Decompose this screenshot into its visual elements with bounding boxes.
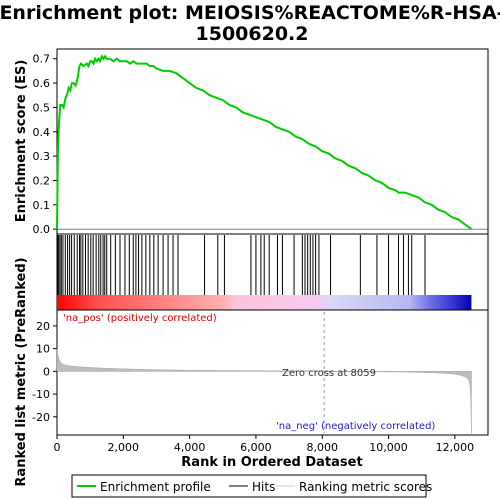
es-tick-label: 0.0 <box>33 223 51 236</box>
metric-panel: 20 10 0 -10 -20 'na_pos' (positively correla… <box>14 257 489 487</box>
ranking-metric-area <box>56 348 472 434</box>
es-panel: 0.0 0.1 0.2 0.3 0.4 0.5 0.6 0.7 Enrichment scor… <box>14 48 489 236</box>
es-tick-label: 0.5 <box>33 101 51 114</box>
zero-cross-label: Zero cross at 8059 <box>282 368 376 379</box>
es-tick-label: 0.3 <box>33 150 51 163</box>
metric-y-ticks: 20 10 0 -10 -20 <box>32 320 57 424</box>
pos-correlated-label: 'na_pos' (positively correlated) <box>63 313 217 324</box>
legend-hits-label: Hits <box>252 480 275 494</box>
x-tick-label: 10,000 <box>369 441 408 454</box>
metric-tick-label: 10 <box>36 343 50 356</box>
legend: Enrichment profile Hits Ranking metric s… <box>71 474 432 498</box>
x-tick-label: 8,000 <box>306 441 338 454</box>
x-tick-label: 0 <box>54 441 61 454</box>
metric-tick-label: 0 <box>43 365 50 378</box>
chart-title-line-2: 1500620.2 <box>196 23 309 45</box>
metric-tick-label: -20 <box>32 411 50 424</box>
es-plot-frame <box>56 48 489 235</box>
es-tick-label: 0.2 <box>33 174 51 187</box>
x-tick-label: 6,000 <box>240 441 272 454</box>
legend-box <box>71 474 427 498</box>
x-tick-label: 2,000 <box>108 441 140 454</box>
hit-lines <box>57 235 426 295</box>
es-y-axis-title: Enrichment score (ES) <box>14 60 29 223</box>
chart-title-line-1: Enrichment plot: MEIOSIS%REACTOME%R-HSA- <box>0 2 500 24</box>
x-tick-label: 12,000 <box>436 441 475 454</box>
color-gradient <box>57 295 472 310</box>
x-axis-title: Rank in Ordered Dataset <box>181 455 362 470</box>
ranking-color-bar <box>57 295 472 310</box>
metric-tick-label: -10 <box>32 388 50 401</box>
x-axis-ticks: 0 2,000 4,000 6,000 8,000 10,000 12,000 <box>54 435 475 454</box>
es-y-ticks: 0.0 0.1 0.2 0.3 0.4 0.5 0.6 0.7 <box>33 53 57 236</box>
es-tick-label: 0.4 <box>33 126 51 139</box>
es-tick-label: 0.6 <box>33 77 51 90</box>
x-tick-label: 4,000 <box>174 441 206 454</box>
metric-tick-label: 20 <box>36 320 50 333</box>
metric-y-axis-title: Ranked list metric (PreRanked) <box>14 257 29 486</box>
legend-enrichment-label: Enrichment profile <box>100 480 211 494</box>
es-tick-label: 0.7 <box>33 53 51 66</box>
es-tick-label: 0.1 <box>33 199 51 212</box>
legend-metric-label: Ranking metric scores <box>299 480 432 494</box>
neg-correlated-label: 'na_neg' (negatively correlated) <box>276 421 435 432</box>
enrichment-profile-line <box>56 54 472 230</box>
